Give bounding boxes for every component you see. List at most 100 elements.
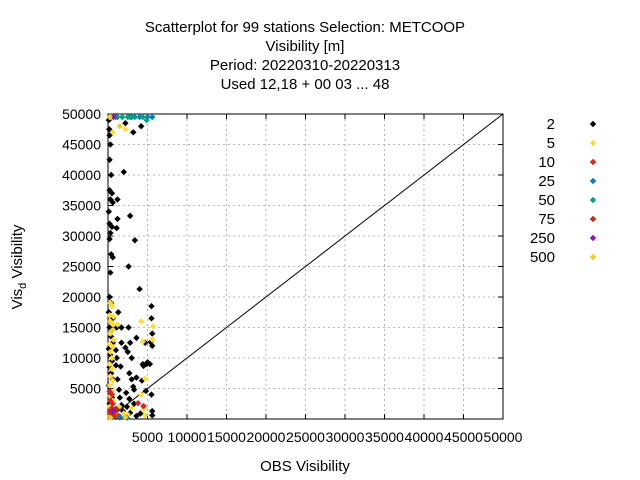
series-250 <box>109 113 117 415</box>
legend-marker <box>589 196 597 204</box>
series-500 <box>106 113 129 421</box>
data-point <box>105 208 112 215</box>
data-point <box>125 324 132 331</box>
y-tick-label: 15000 <box>62 320 101 336</box>
y-tick-label: 45000 <box>62 137 101 153</box>
data-point <box>106 360 113 368</box>
x-tick-label: 25000 <box>286 429 325 445</box>
data-point <box>119 113 126 121</box>
data-point <box>148 302 155 310</box>
legend-item-5: 5 <box>547 135 597 152</box>
data-point <box>133 412 140 420</box>
data-point <box>115 309 122 316</box>
legend-marker <box>589 215 597 223</box>
data-point <box>118 324 125 331</box>
y-tick-label: 30000 <box>62 228 101 244</box>
x-tick-label: 35000 <box>365 429 404 445</box>
legend-label: 500 <box>530 249 555 266</box>
x-tick-label: 20000 <box>247 429 286 445</box>
data-point <box>113 354 120 362</box>
x-tick-label: 15000 <box>207 429 246 445</box>
data-point <box>112 346 120 354</box>
data-point <box>107 414 114 421</box>
data-point <box>126 212 134 220</box>
chart-title: Scatterplot for 99 stations Selection: M… <box>145 19 465 93</box>
legend-item-75: 75 <box>538 211 597 228</box>
data-point <box>106 113 113 121</box>
data-point <box>106 156 113 163</box>
legend-marker <box>589 234 597 242</box>
data-point <box>149 323 157 330</box>
data-point <box>148 315 155 322</box>
data-point <box>142 387 150 395</box>
data-point <box>109 199 116 206</box>
legend-item-500: 500 <box>530 249 597 266</box>
legend-label: 10 <box>538 154 555 171</box>
data-point <box>109 343 116 351</box>
data-point <box>140 362 147 370</box>
data-point <box>144 113 151 121</box>
y-tick-labels: 5000 10000 15000 20000 25000 30000 35000 40000 4… <box>62 106 101 397</box>
x-tick-label: 5000 <box>132 429 163 445</box>
data-point <box>133 334 140 342</box>
data-point <box>148 391 155 398</box>
y-tick-label: 50000 <box>62 106 101 122</box>
x-tick-labels: 5000 10000 15000 20000 25000 30000 35000 40000 4… <box>132 429 523 445</box>
data-point <box>122 344 129 351</box>
legend-marker <box>589 139 597 147</box>
grid-lines <box>108 114 503 419</box>
y-tick-label: 35000 <box>62 198 101 214</box>
diagonal-reference-line <box>107 113 504 420</box>
legend-marker <box>589 120 597 128</box>
data-point <box>108 404 116 412</box>
data-point <box>109 377 116 384</box>
data-point <box>113 406 120 413</box>
data-point <box>124 348 131 356</box>
series-5 <box>106 113 157 420</box>
y-tick-label: 40000 <box>62 167 101 183</box>
data-point <box>110 313 117 320</box>
data-point <box>116 413 124 420</box>
y-axis-label-main: Vis <box>9 289 26 310</box>
data-point <box>108 223 116 231</box>
data-point <box>107 141 114 148</box>
data-point <box>114 196 121 203</box>
data-point <box>120 168 127 176</box>
y-axis-label-subscript: d <box>17 283 29 289</box>
data-point <box>130 400 138 407</box>
data-point <box>149 412 156 419</box>
data-point <box>108 365 116 373</box>
data-point <box>109 254 116 261</box>
data-point <box>149 342 156 349</box>
data-point <box>106 235 113 243</box>
legend-label: 75 <box>538 211 555 228</box>
data-point <box>107 370 115 377</box>
data-point <box>109 400 116 407</box>
data-point <box>106 187 113 194</box>
y-tick-label: 10000 <box>62 350 101 366</box>
legend-label: 50 <box>538 192 555 209</box>
data-point <box>134 399 142 407</box>
data-point <box>110 113 117 121</box>
data-point <box>128 354 135 362</box>
series-2 <box>105 116 156 421</box>
legend-label: 2 <box>547 116 555 133</box>
data-point <box>136 285 143 293</box>
x-tick-label: 50000 <box>484 429 523 445</box>
legend-label: 25 <box>538 173 555 190</box>
data-point <box>140 402 147 410</box>
data-point <box>107 373 114 380</box>
data-point <box>107 348 114 356</box>
data-point <box>109 321 116 328</box>
data-point <box>109 407 116 415</box>
data-point <box>149 330 156 337</box>
x-tick-label: 30000 <box>326 429 365 445</box>
data-point <box>116 123 124 130</box>
series-50 <box>114 113 150 124</box>
data-point <box>128 404 135 412</box>
title-line-1: Scatterplot for 99 stations Selection: M… <box>145 19 465 36</box>
data-point <box>149 113 156 121</box>
data-point <box>126 395 133 403</box>
